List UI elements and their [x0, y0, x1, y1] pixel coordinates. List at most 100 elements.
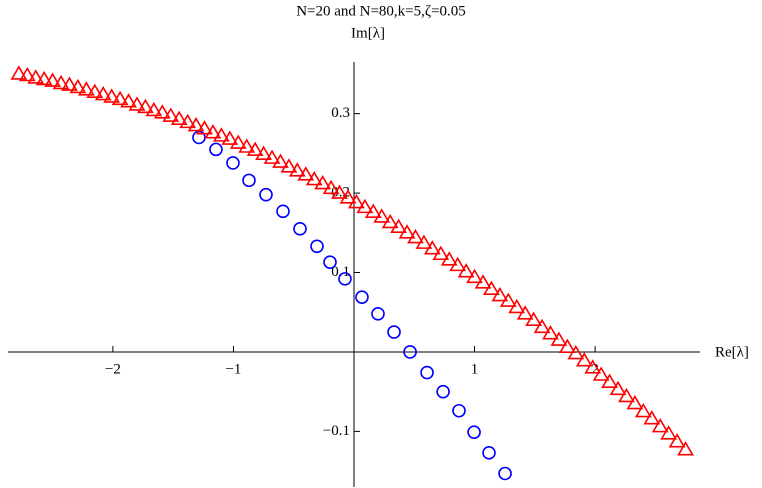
circle-point: [323, 255, 337, 269]
chart-title: N=20 and N=80,k=5,ζ=0.05: [296, 3, 466, 19]
triangle-point: [18, 66, 36, 82]
x-tick-label: 1: [471, 361, 479, 377]
x-tick-label: 2: [591, 361, 599, 377]
triangle-point: [52, 74, 70, 90]
triangle-point: [364, 203, 382, 218]
triangle-point: [35, 70, 53, 86]
triangle-point: [314, 174, 332, 190]
triangle-point: [381, 213, 399, 229]
triangle-point: [77, 81, 95, 96]
triangle-point: [567, 344, 585, 360]
circle-point: [355, 290, 369, 304]
triangle-point: [668, 433, 686, 448]
triangle-point: [508, 298, 526, 314]
triangle-point: [415, 234, 433, 249]
triangle-point: [677, 441, 694, 456]
triangle-point: [474, 274, 492, 289]
triangle-point: [162, 107, 180, 122]
triangle-point: [592, 366, 610, 381]
triangle-point: [407, 228, 424, 244]
triangle-point: [643, 410, 661, 425]
triangle-point: [94, 85, 112, 101]
triangle-point: [634, 402, 652, 418]
triangle-point: [187, 116, 205, 132]
triangle-point: [609, 380, 627, 396]
triangle-point: [288, 162, 306, 177]
triangle-point: [238, 138, 256, 153]
triangle-point: [103, 88, 121, 103]
triangle-point: [584, 359, 602, 374]
triangle-point: [137, 98, 154, 114]
circle-point: [387, 325, 401, 339]
x-tick-label: −2: [105, 361, 121, 377]
circle-point: [226, 156, 240, 170]
triangle-point: [525, 311, 543, 326]
triangle-point: [466, 268, 483, 284]
triangle-point: [516, 305, 534, 320]
triangle-point: [263, 149, 281, 164]
triangle-point: [339, 189, 357, 204]
circle-point: [452, 403, 466, 418]
x-tick-label: −1: [225, 361, 241, 377]
triangle-point: [204, 124, 222, 139]
triangle-point: [145, 101, 163, 117]
triangle-point: [120, 93, 137, 108]
x-axis-label: Re[λ]: [715, 344, 749, 360]
circle-point: [293, 222, 307, 236]
circle-point: [259, 187, 273, 202]
circle-point: [209, 142, 223, 157]
triangle-point: [356, 198, 374, 214]
triangle-point: [322, 179, 340, 195]
triangle-point: [626, 395, 644, 410]
triangle-point: [601, 373, 618, 388]
y-tick-label: 0.3: [331, 105, 350, 121]
y-tick-label: −0.1: [323, 423, 350, 439]
circle-point: [338, 272, 352, 286]
triangle-point: [111, 90, 129, 106]
triangle-point: [398, 224, 416, 239]
circle-point: [403, 345, 417, 359]
triangle-point: [651, 418, 669, 433]
triangle-point: [542, 325, 559, 340]
y-axis-label: Im[λ]: [351, 25, 385, 41]
triangle-point: [153, 104, 171, 119]
triangle-point: [550, 331, 568, 346]
triangle-point: [10, 65, 28, 80]
triangle-point: [432, 245, 450, 261]
circle-point: [482, 446, 496, 460]
triangle-point: [390, 218, 407, 234]
triangle-point: [305, 170, 323, 186]
triangle-point: [221, 130, 239, 145]
triangle-point: [483, 280, 500, 295]
triangle-point: [229, 134, 247, 149]
circle-point: [420, 365, 434, 380]
circle-point: [276, 204, 290, 219]
triangle-point: [499, 292, 517, 307]
circle-point: [498, 466, 512, 481]
circle-point: [467, 425, 481, 439]
circle-point: [310, 239, 324, 254]
triangle-point: [449, 256, 467, 272]
triangle-point: [272, 153, 289, 168]
triangle-point: [86, 83, 104, 98]
triangle-point: [533, 318, 551, 334]
triangle-point: [558, 338, 576, 353]
triangle-point: [491, 286, 509, 302]
triangle-point: [348, 194, 365, 209]
triangle-point: [575, 352, 593, 367]
circle-point: [371, 307, 385, 321]
triangle-point: [44, 72, 61, 87]
triangle-point: [423, 240, 441, 255]
triangle-point: [69, 78, 87, 94]
y-tick-label: 0.1: [331, 264, 350, 280]
triangle-point: [297, 166, 315, 181]
triangle-point: [212, 127, 230, 142]
triangle-point: [373, 208, 391, 223]
triangle-point: [255, 145, 272, 160]
triangle-point: [196, 120, 213, 135]
triangle-point: [246, 141, 264, 156]
triangle-point: [660, 425, 678, 440]
triangle-point: [331, 184, 348, 199]
triangle-point: [457, 263, 475, 278]
